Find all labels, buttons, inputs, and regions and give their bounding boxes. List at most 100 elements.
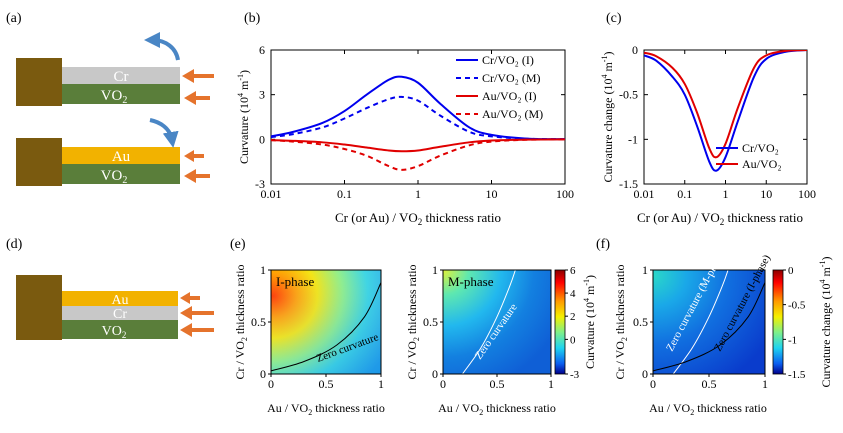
y-tick-label: 0 <box>632 43 638 57</box>
colorbar-label: Curvature change (104 m-1) <box>818 257 833 388</box>
zero-curvature-m-contour <box>672 269 729 375</box>
heatmap-shade <box>271 270 381 374</box>
vo2-layer <box>62 164 180 184</box>
y-tick-label: -1 <box>628 132 638 146</box>
vo2-label: VO2 <box>102 324 127 340</box>
colorbar-label: Curvature (104 m-1) <box>582 275 597 369</box>
au-label: Au <box>112 149 131 165</box>
colorbar-tick-label: 4 <box>570 288 576 300</box>
series-line <box>271 75 565 141</box>
heatmap-i-phase: I-phase Zero curvature 0 0.5 100.51 Au / V… <box>233 263 385 417</box>
series-line <box>271 138 565 171</box>
x-tick-label: 0.1 <box>337 187 352 201</box>
panel-label-f: (f) <box>596 237 610 252</box>
colorbar-tick-label: 0 <box>788 265 794 277</box>
zero-curvature-contour <box>270 282 382 372</box>
y-axis-label: Cr / VO2 thickness ratio <box>233 264 249 379</box>
legend-label: Au/VO₂ (I) <box>482 89 537 103</box>
y-tick-label: 1 <box>260 263 266 277</box>
force-arrow <box>180 323 214 337</box>
y-axis-label: Cr / VO2 thickness ratio <box>613 264 629 379</box>
colorbar <box>554 269 566 375</box>
cr-layer <box>62 306 178 320</box>
legend-label: Cr/VO₂ (M) <box>482 71 541 85</box>
x-tick-label: 10 <box>760 187 772 201</box>
x-tick-label: 100 <box>556 187 574 201</box>
substrate-clamp <box>16 58 62 106</box>
x-tick-label: 100 <box>798 187 816 201</box>
series-line <box>271 95 565 141</box>
y-axis-label: Curvature change (104 m-1) <box>600 52 615 183</box>
y-tick-label: -0.5 <box>619 88 638 102</box>
colorbar-tick-label: 2 <box>570 311 576 323</box>
schematic-a-au: Au VO2 <box>16 118 210 186</box>
phase-label: I-phase <box>276 274 314 289</box>
vo2-layer <box>62 320 178 339</box>
substrate-clamp <box>16 138 62 186</box>
cr-layer <box>62 67 180 84</box>
y-tick-label: 6 <box>259 43 265 57</box>
force-arrow <box>184 169 210 183</box>
vo2-label: VO2 <box>101 168 128 186</box>
legend-label: Au/VO₂ (M) <box>482 107 543 121</box>
x-tick-label: 1 <box>548 377 554 391</box>
cr-label: Cr <box>114 69 129 85</box>
colorbar <box>772 269 784 375</box>
force-arrow <box>182 69 214 83</box>
panel-label-c: (c) <box>606 11 622 26</box>
heatmap-curvature-change: Zero curvature (M-phase) Zero curvature … <box>613 247 833 417</box>
x-tick-label: 0.5 <box>490 377 505 391</box>
x-tick-label: 0.01 <box>634 187 655 201</box>
x-tick-label: 0 <box>440 377 446 391</box>
force-arrow <box>180 292 200 304</box>
x-axis-label: Au / VO2 thickness ratio <box>438 401 556 417</box>
y-tick-label: -1.5 <box>619 177 638 191</box>
heatmap-image <box>653 270 765 374</box>
panel-label-d: (d) <box>6 237 23 252</box>
x-tick-label: 1 <box>723 187 729 201</box>
au-layer <box>62 291 178 306</box>
vo2-layer <box>62 84 180 104</box>
x-tick-label: 0.5 <box>319 377 334 391</box>
y-tick-label: -3 <box>255 177 265 191</box>
zero-curvature-contour <box>462 269 516 375</box>
x-axis-label: Au / VO2 thickness ratio <box>649 401 767 417</box>
heatmap-m-phase: M-phase Zero curvature 0 0.5 100.51 Au / V… <box>405 263 597 417</box>
y-tick-label: 0 <box>432 367 438 381</box>
y-tick-label: 3 <box>259 88 265 102</box>
phase-label: M-phase <box>448 274 494 289</box>
legend-label: Cr/VO₂ (I) <box>482 53 534 67</box>
series-line <box>644 50 807 159</box>
heatmap-image <box>443 270 551 374</box>
cr-label: Cr <box>113 307 127 322</box>
force-arrow <box>184 91 210 105</box>
y-axis-label: Cr / VO2 thickness ratio <box>405 264 421 379</box>
x-tick-label: 1 <box>762 377 768 391</box>
x-axis-label: Cr (or Au) / VO2 thickness ratio <box>335 210 501 227</box>
zero-curvature-i-contour <box>652 282 766 372</box>
x-tick-label: 0.5 <box>702 377 717 391</box>
colorbar-tick-label: -3 <box>570 369 580 381</box>
x-axis-label: Cr (or Au) / VO2 thickness ratio <box>637 210 803 227</box>
series-line <box>271 138 565 153</box>
force-arrow <box>184 150 204 162</box>
legend: Cr/VO₂ Au/VO₂ <box>716 141 782 171</box>
x-tick-label: 10 <box>486 187 498 201</box>
curl-up-arrow-icon <box>144 32 180 61</box>
legend-label: Au/VO₂ <box>742 157 782 171</box>
y-tick-label: 0 <box>259 132 265 146</box>
x-tick-label: 0.1 <box>677 187 692 201</box>
y-tick-label: 0.5 <box>423 315 438 329</box>
colorbar-tick-label: -0.5 <box>788 300 806 312</box>
colorbar-tick-label: -1.5 <box>788 369 806 381</box>
y-tick-label: 0.5 <box>251 315 266 329</box>
panel-label-e: (e) <box>230 237 246 252</box>
au-label: Au <box>111 293 128 308</box>
schematic-d: Au Cr VO2 <box>16 275 214 340</box>
chart-c: 0.01 0.1 1 10 100 -1.5 -1 -0.5 0 Cr (or Au) / VO… <box>600 43 816 227</box>
y-tick-label: 0 <box>642 367 648 381</box>
force-arrow <box>180 306 214 320</box>
chart-b: 0.01 0.1 1 10 100 -3 0 3 6 Cr (or Au) / VO2 thic… <box>236 43 574 227</box>
x-tick-label: 0.01 <box>261 187 282 201</box>
